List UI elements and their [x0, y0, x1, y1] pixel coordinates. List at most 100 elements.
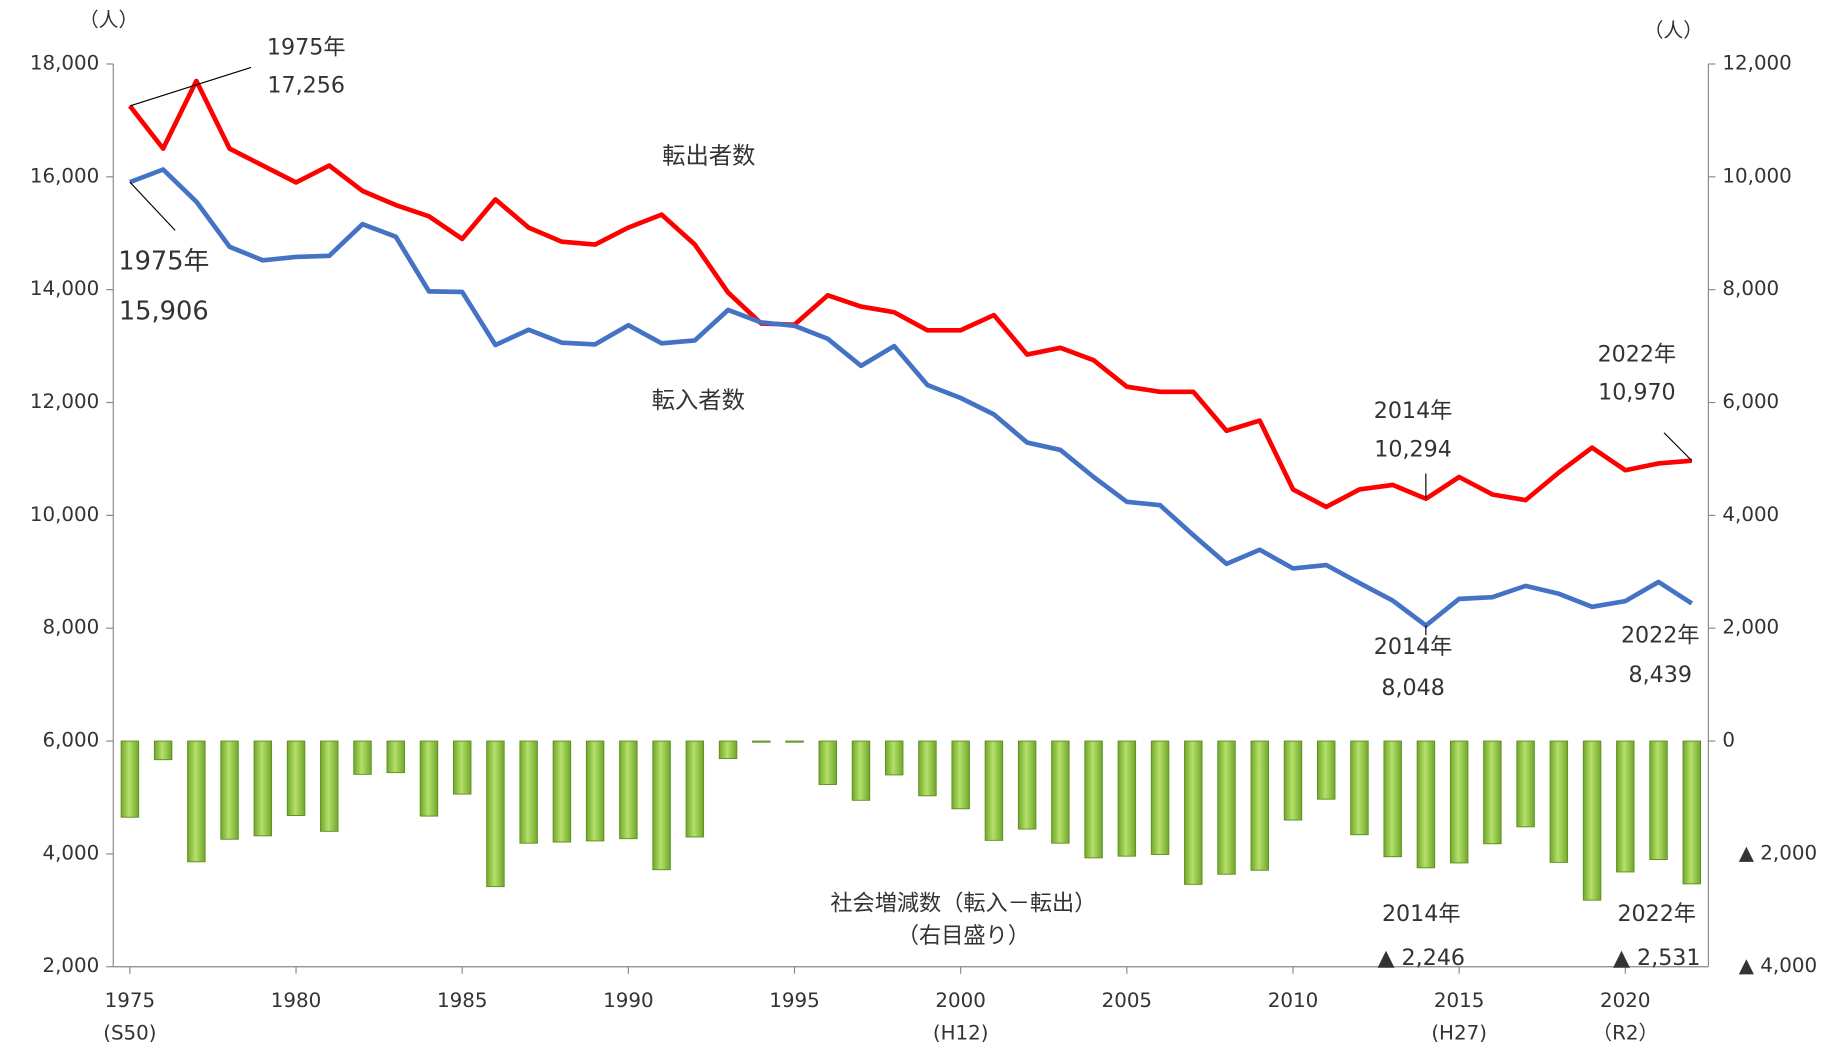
bar	[253, 740, 273, 837]
bar	[1516, 740, 1535, 828]
x-tick-label: 1995	[769, 989, 819, 1012]
x-tick-sublabel: (S50)	[103, 1022, 156, 1045]
x-tick-label: 1985	[437, 989, 487, 1012]
callout-year: 1975年	[267, 34, 346, 60]
bar	[884, 740, 904, 776]
bar	[1549, 740, 1569, 863]
y-tick-label: 10,000	[30, 503, 99, 526]
bar	[486, 740, 505, 888]
bar	[1051, 740, 1070, 844]
bar	[1283, 740, 1303, 821]
note: （右目盛り）	[897, 923, 1030, 949]
x-tick-sublabel: (H12)	[933, 1022, 989, 1045]
y-tick-label: 18,000	[30, 52, 99, 75]
bar	[519, 740, 538, 844]
bar	[1383, 740, 1402, 858]
callout-value: 10,970	[1598, 380, 1676, 406]
x-tick-sublabel: (H27)	[1431, 1022, 1487, 1045]
callout-year: 2022年	[1617, 901, 1696, 927]
bar	[1217, 740, 1236, 875]
bar	[419, 740, 439, 817]
bar	[1483, 740, 1502, 845]
bar	[1017, 740, 1037, 830]
callout-value: ▲ 2,531	[1613, 945, 1701, 971]
bar	[187, 740, 206, 863]
series-label: 社会増減数（転入－転出）	[830, 890, 1096, 916]
bar	[353, 740, 372, 775]
x-tick-label: 2000	[935, 989, 985, 1012]
x-tick-label: 2015	[1434, 989, 1484, 1012]
y2-tick-label: ▲ 2,000	[1739, 841, 1817, 864]
x-tick-label: 2005	[1102, 989, 1152, 1012]
x-tick-sublabel: （R2）	[1592, 1022, 1658, 1045]
callout-value: 15,906	[119, 296, 209, 326]
x-tick-label: 1975	[105, 989, 155, 1012]
bar	[1184, 740, 1203, 885]
bar	[1316, 740, 1336, 800]
bar	[818, 740, 837, 785]
y2-tick-label: ▲ 4,000	[1739, 954, 1817, 977]
callout-year: 1975年	[118, 246, 209, 276]
y-tick-label: 4,000	[42, 841, 99, 864]
y2-tick-label: 4,000	[1722, 503, 1779, 526]
bar	[120, 740, 140, 818]
bar	[785, 740, 804, 743]
callout-value: 10,294	[1374, 436, 1452, 462]
y2-tick-label: 10,000	[1722, 164, 1791, 187]
bar	[585, 740, 605, 842]
bar	[951, 740, 970, 810]
x-tick-label: 1980	[271, 989, 321, 1012]
callout-value: ▲ 2,246	[1377, 945, 1465, 971]
bar	[1449, 740, 1469, 864]
callout-year: 2022年	[1598, 341, 1677, 367]
callout-value: 8,439	[1629, 662, 1692, 688]
bar	[1084, 740, 1103, 859]
bar	[386, 740, 405, 774]
bar	[286, 740, 306, 817]
series-label: 転入者数	[652, 387, 745, 414]
bar	[452, 740, 472, 795]
line	[129, 167, 1694, 628]
bar	[320, 740, 339, 832]
line	[128, 78, 1692, 510]
y-tick-label: 14,000	[30, 277, 99, 300]
callout-year: 2014年	[1382, 901, 1461, 927]
y-tick-label: 6,000	[42, 729, 99, 752]
bar	[1150, 740, 1170, 855]
leader-line	[129, 66, 252, 107]
bar	[153, 740, 173, 761]
x-tick-label: 2020	[1600, 989, 1650, 1012]
bar	[1350, 740, 1369, 836]
callout-year: 2014年	[1374, 398, 1453, 424]
y2-tick-label: 8,000	[1722, 277, 1779, 300]
callout-year: 2022年	[1621, 623, 1700, 649]
bar	[1616, 740, 1635, 873]
leader-line	[129, 181, 176, 231]
y-tick-label: 12,000	[30, 390, 99, 413]
callout-value: 17,256	[267, 73, 345, 99]
callout-value: 8,048	[1381, 675, 1444, 701]
bar	[918, 740, 937, 797]
y2-tick-label: 0	[1722, 729, 1735, 752]
bar	[851, 740, 871, 801]
left-unit: （人）	[79, 8, 139, 31]
bar	[1582, 740, 1602, 901]
y-tick-label: 16,000	[30, 164, 99, 187]
bar	[685, 740, 705, 838]
bar	[619, 740, 638, 840]
bar	[220, 740, 239, 840]
y2-tick-label: 2,000	[1722, 616, 1779, 639]
bar	[552, 740, 572, 843]
bar	[718, 740, 738, 760]
y2-tick-label: 6,000	[1722, 390, 1779, 413]
x-tick-label: 2010	[1268, 989, 1318, 1012]
y-tick-label: 2,000	[42, 954, 99, 977]
bar	[752, 740, 771, 743]
bar	[1250, 740, 1269, 871]
leader-line	[1663, 432, 1693, 462]
y-tick-label: 8,000	[42, 616, 99, 639]
bar	[1682, 740, 1701, 885]
callout-year: 2014年	[1374, 634, 1453, 660]
series-label: 転出者数	[662, 143, 755, 170]
